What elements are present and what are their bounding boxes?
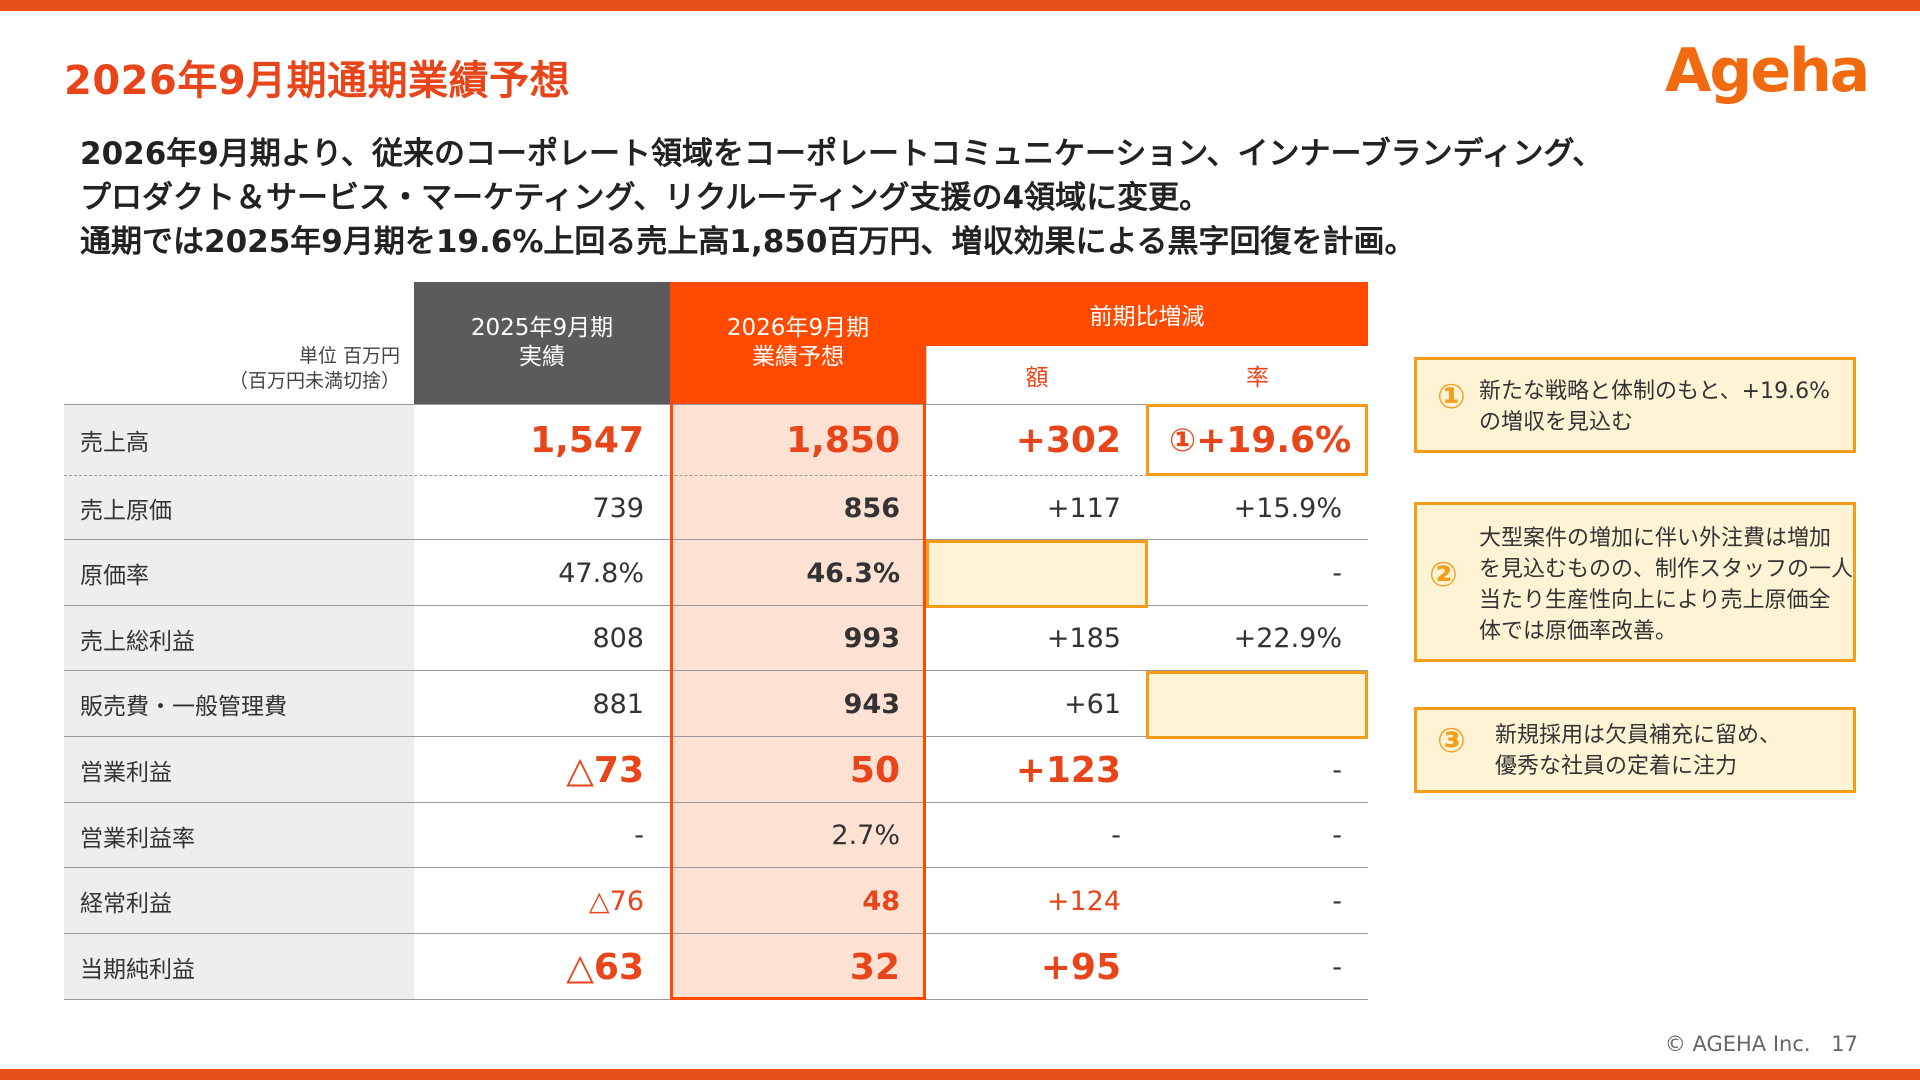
rate-text: +19.6%: [1196, 419, 1352, 461]
value-2026: 50: [849, 749, 900, 791]
top-accent-bar: [0, 0, 1920, 11]
row-divider: [64, 736, 1368, 737]
note-line: 体では原価率改善。: [1479, 619, 1678, 644]
header-change: 前期比増減: [926, 282, 1368, 346]
unit-line: （百万円未満切捨）: [228, 370, 400, 392]
ageha-logo: Ageha: [1665, 36, 1870, 106]
value-rate: +15.9%: [1233, 492, 1342, 524]
row-label: 当期純利益: [64, 934, 414, 1000]
value-2025: 739: [592, 492, 644, 524]
value-rate: -: [1332, 557, 1342, 589]
value-rate: -: [1332, 820, 1342, 851]
note-line: を見込むものの、制作スタッフの一人: [1479, 557, 1854, 582]
bottom-accent-bar: [0, 1069, 1920, 1080]
value-amount: +117: [1046, 492, 1121, 524]
row-divider: [64, 867, 1368, 868]
header-2025-line2: 実績: [519, 344, 565, 370]
note-text: 新たな戦略と体制のもと、+19.6% の増収を見込む: [1479, 376, 1830, 438]
unit-label: 単位 百万円 （百万円未満切捨）: [64, 282, 414, 404]
note-line: 当たり生産性向上により売上原価全: [1479, 588, 1831, 613]
value-amount: +61: [1064, 688, 1121, 720]
value-2025: △73: [566, 749, 644, 791]
header-2025-line1: 2025年9月期: [470, 315, 614, 341]
row-label: 売上原価: [64, 476, 414, 540]
header-rate: 率: [1246, 365, 1269, 391]
value-rate: +22.9%: [1233, 623, 1342, 654]
note-marker: ①: [1437, 377, 1466, 417]
highlight-rate-sga: [1146, 671, 1368, 739]
footer: © AGEHA Inc. 17: [1665, 1032, 1858, 1056]
header-2026: 2026年9月期 業績予想: [670, 282, 926, 404]
note-1: ① 新たな戦略と体制のもと、+19.6% の増収を見込む: [1414, 357, 1856, 453]
value-rate: -: [1332, 754, 1342, 786]
row-label: 原価率: [64, 540, 414, 606]
row-divider: [64, 933, 1368, 934]
lead-text: 2026年9月期より、従来のコーポレート領域をコーポレートコミュニケーション、イ…: [80, 132, 1604, 264]
note-3: ③ 新規採用は欠員補充に留め、 優秀な社員の定着に注力: [1414, 707, 1856, 793]
value-2025: 1,547: [530, 419, 644, 461]
note-marker: ②: [1429, 555, 1458, 595]
value-rate: ① +19.6%: [1147, 404, 1368, 476]
note-2: ② 大型案件の増加に伴い外注費は増加 を見込むものの、制作スタッフの一人 当たり…: [1414, 502, 1856, 662]
value-rate: -: [1332, 885, 1342, 917]
row-label: 売上高: [64, 404, 414, 476]
row-divider: [64, 802, 1368, 803]
note-line: 新規採用は欠員補充に留め、: [1495, 723, 1782, 748]
value-2026: 993: [843, 623, 900, 654]
header-2026-line1: 2026年9月期: [726, 315, 870, 341]
value-2026: 943: [843, 688, 900, 720]
value-amount: +302: [1015, 419, 1121, 461]
lead-line: プロダクト＆サービス・マーケティング、リクルーティング支援の4領域に変更。: [80, 180, 1211, 216]
value-2026: 2.7%: [831, 820, 900, 851]
row-label: 販売費・一般管理費: [64, 671, 414, 737]
value-amount: +123: [1015, 749, 1121, 791]
table-top-divider: [64, 404, 1368, 405]
row-label: 営業利益: [64, 737, 414, 803]
note-text: 新規採用は欠員補充に留め、 優秀な社員の定着に注力: [1495, 720, 1781, 782]
header-amount: 額: [926, 346, 1147, 404]
value-2026: 1,850: [786, 419, 900, 461]
value-rate: -: [1332, 951, 1342, 983]
forecast-column-border: [670, 282, 926, 1000]
row-divider: [64, 539, 1368, 540]
forecast-column-bg: [670, 404, 926, 1000]
value-amount: +124: [1046, 885, 1121, 917]
note-text: 大型案件の増加に伴い外注費は増加 を見込むものの、制作スタッフの一人 当たり生産…: [1479, 523, 1853, 647]
lead-line: 2026年9月期より、従来のコーポレート領域をコーポレートコミュニケーション、イ…: [80, 136, 1604, 172]
row-label: 営業利益率: [64, 803, 414, 868]
lead-line: 通期では2025年9月期を19.6%上回る売上高1,850百万円、増収効果による…: [80, 224, 1416, 260]
value-2025: 808: [592, 623, 644, 654]
note-line: 優秀な社員の定着に注力: [1495, 754, 1738, 779]
row-divider: [64, 670, 1368, 671]
marker: ①: [1169, 421, 1197, 459]
value-2025: -: [634, 820, 644, 851]
copyright: © AGEHA Inc.: [1664, 1032, 1811, 1056]
value-2026: 32: [849, 946, 900, 988]
value-2025: △76: [588, 885, 644, 917]
value-2026: 48: [862, 885, 900, 917]
note-line: 新たな戦略と体制のもと、+19.6%: [1479, 379, 1831, 404]
row-divider: [64, 605, 1368, 606]
row-divider: [64, 475, 1368, 477]
value-amount: +95: [1040, 946, 1121, 988]
value-2025: 47.8%: [558, 557, 644, 589]
value-2026: 46.3%: [806, 557, 900, 589]
row-label: 売上総利益: [64, 606, 414, 671]
header-2025: 2025年9月期 実績: [414, 282, 670, 404]
value-2025: △63: [566, 946, 644, 988]
row-label: 経常利益: [64, 868, 414, 934]
highlight-rate-sales: [1146, 404, 1368, 476]
note-line: の増収を見込む: [1479, 410, 1634, 435]
value-amount: -: [1111, 820, 1121, 851]
value-2025: 881: [592, 688, 644, 720]
value-2026: 856: [843, 492, 900, 524]
highlight-amount-cost-ratio: [926, 540, 1148, 608]
note-line: 大型案件の増加に伴い外注費は増加: [1479, 526, 1832, 551]
page-number: 17: [1831, 1032, 1858, 1056]
value-amount: +185: [1046, 623, 1121, 654]
note-marker: ③: [1437, 721, 1466, 761]
page-title: 2026年9月期通期業績予想: [64, 58, 571, 104]
unit-line: 単位 百万円: [298, 345, 400, 367]
header-2026-line2: 業績予想: [752, 344, 844, 370]
